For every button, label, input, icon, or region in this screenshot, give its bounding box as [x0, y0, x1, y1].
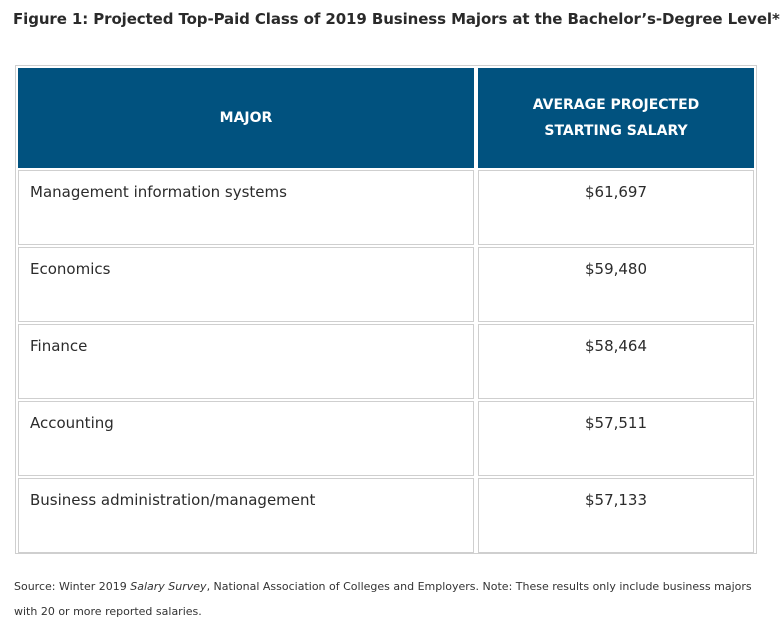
- table-row: Finance $58,464: [18, 324, 754, 399]
- major-cell: Management information systems: [18, 170, 474, 245]
- salary-table: MAJOR AVERAGE PROJECTED STARTING SALARY …: [15, 65, 757, 554]
- header-major: MAJOR: [18, 68, 474, 168]
- source-note: Source: Winter 2019 Salary Survey, Natio…: [14, 574, 764, 624]
- salary-cell: $57,511: [478, 401, 754, 476]
- header-salary: AVERAGE PROJECTED STARTING SALARY: [478, 68, 754, 168]
- table-row: Management information systems $61,697: [18, 170, 754, 245]
- salary-cell: $59,480: [478, 247, 754, 322]
- table-header-row: MAJOR AVERAGE PROJECTED STARTING SALARY: [18, 68, 754, 168]
- figure-title: Figure 1: Projected Top-Paid Class of 20…: [13, 10, 780, 28]
- table-row: Accounting $57,511: [18, 401, 754, 476]
- salary-cell: $58,464: [478, 324, 754, 399]
- major-cell: Economics: [18, 247, 474, 322]
- source-prefix: Source: Winter 2019: [14, 580, 131, 593]
- source-suffix: , National Association of Colleges and E…: [14, 580, 752, 618]
- major-cell: Accounting: [18, 401, 474, 476]
- table-row: Economics $59,480: [18, 247, 754, 322]
- source-italic: Salary Survey: [130, 580, 207, 593]
- table-row: Business administration/management $57,1…: [18, 478, 754, 553]
- major-cell: Business administration/management: [18, 478, 474, 553]
- salary-cell: $61,697: [478, 170, 754, 245]
- major-cell: Finance: [18, 324, 474, 399]
- salary-cell: $57,133: [478, 478, 754, 553]
